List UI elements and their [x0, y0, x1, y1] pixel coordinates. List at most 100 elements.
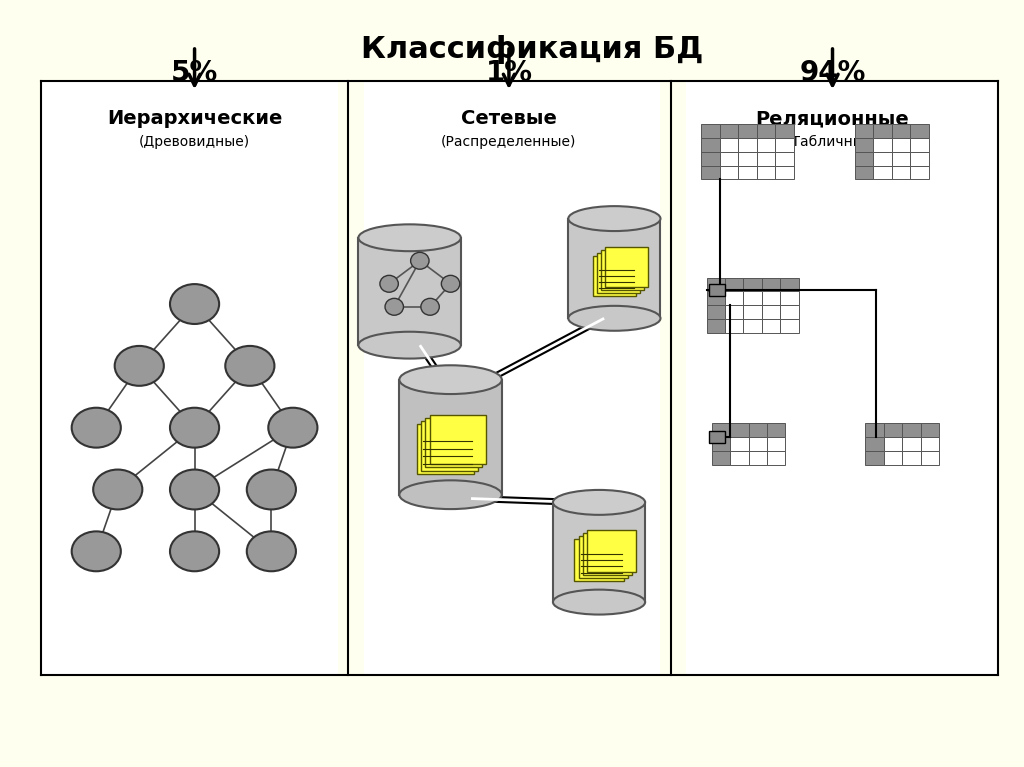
- Bar: [762, 305, 780, 319]
- Text: 94%: 94%: [800, 59, 865, 87]
- Bar: [701, 124, 720, 138]
- Bar: [743, 291, 762, 305]
- Bar: [712, 423, 730, 437]
- Ellipse shape: [441, 275, 460, 292]
- Bar: [767, 437, 785, 451]
- FancyBboxPatch shape: [597, 253, 640, 293]
- FancyBboxPatch shape: [583, 532, 632, 575]
- Ellipse shape: [115, 346, 164, 386]
- Bar: [725, 278, 743, 291]
- Ellipse shape: [93, 469, 142, 509]
- Bar: [701, 138, 720, 152]
- Bar: [707, 291, 725, 305]
- Bar: [921, 423, 939, 437]
- Bar: [855, 124, 873, 138]
- Bar: [865, 451, 884, 465]
- Text: Иерархические: Иерархические: [106, 110, 283, 128]
- FancyBboxPatch shape: [601, 250, 644, 290]
- Bar: [780, 278, 799, 291]
- Bar: [749, 451, 767, 465]
- Bar: [749, 437, 767, 451]
- Ellipse shape: [170, 469, 219, 509]
- Text: 1%: 1%: [485, 59, 532, 87]
- Bar: [775, 166, 794, 179]
- Bar: [884, 437, 902, 451]
- FancyBboxPatch shape: [553, 502, 645, 602]
- Bar: [902, 423, 921, 437]
- Ellipse shape: [170, 284, 219, 324]
- Bar: [712, 437, 730, 451]
- FancyBboxPatch shape: [593, 256, 636, 296]
- Ellipse shape: [385, 298, 403, 315]
- Bar: [757, 124, 775, 138]
- Bar: [910, 138, 929, 152]
- Text: (Распределенные): (Распределенные): [441, 135, 577, 149]
- Bar: [743, 319, 762, 333]
- Bar: [757, 152, 775, 166]
- FancyBboxPatch shape: [422, 421, 477, 471]
- Bar: [921, 451, 939, 465]
- Bar: [762, 278, 780, 291]
- FancyBboxPatch shape: [568, 219, 660, 318]
- Bar: [873, 166, 892, 179]
- Bar: [701, 152, 720, 166]
- Ellipse shape: [72, 408, 121, 448]
- FancyBboxPatch shape: [364, 81, 660, 675]
- Bar: [743, 278, 762, 291]
- FancyBboxPatch shape: [587, 529, 636, 572]
- Bar: [757, 138, 775, 152]
- Ellipse shape: [399, 480, 502, 509]
- Bar: [780, 319, 799, 333]
- Bar: [707, 305, 725, 319]
- Bar: [738, 138, 757, 152]
- Bar: [775, 152, 794, 166]
- Bar: [738, 124, 757, 138]
- Bar: [709, 431, 725, 443]
- Bar: [910, 124, 929, 138]
- Bar: [762, 319, 780, 333]
- Text: (Древовидные): (Древовидные): [139, 135, 250, 149]
- Bar: [873, 124, 892, 138]
- Ellipse shape: [358, 331, 461, 359]
- Ellipse shape: [568, 206, 660, 231]
- Ellipse shape: [170, 532, 219, 571]
- Text: Сетевые: Сетевые: [461, 110, 557, 128]
- Bar: [712, 451, 730, 465]
- Bar: [720, 124, 738, 138]
- Bar: [884, 451, 902, 465]
- Bar: [873, 138, 892, 152]
- Ellipse shape: [268, 408, 317, 448]
- Ellipse shape: [553, 490, 645, 515]
- Bar: [738, 166, 757, 179]
- Ellipse shape: [225, 346, 274, 386]
- FancyBboxPatch shape: [418, 423, 473, 474]
- Ellipse shape: [380, 275, 398, 292]
- FancyBboxPatch shape: [430, 414, 485, 465]
- Ellipse shape: [358, 225, 461, 252]
- Bar: [738, 152, 757, 166]
- Ellipse shape: [411, 252, 429, 269]
- FancyBboxPatch shape: [358, 238, 461, 345]
- Bar: [730, 451, 749, 465]
- Bar: [910, 166, 929, 179]
- Bar: [873, 152, 892, 166]
- Bar: [910, 152, 929, 166]
- FancyBboxPatch shape: [686, 81, 998, 675]
- Text: Реляционные: Реляционные: [756, 110, 909, 128]
- FancyBboxPatch shape: [574, 538, 624, 581]
- Bar: [707, 319, 725, 333]
- Bar: [892, 166, 910, 179]
- Ellipse shape: [170, 408, 219, 448]
- FancyBboxPatch shape: [579, 535, 628, 578]
- FancyBboxPatch shape: [605, 247, 648, 287]
- Bar: [775, 124, 794, 138]
- Bar: [767, 423, 785, 437]
- Bar: [892, 152, 910, 166]
- Bar: [892, 138, 910, 152]
- Text: (Табличные): (Табличные): [786, 135, 879, 149]
- Bar: [749, 423, 767, 437]
- Ellipse shape: [568, 306, 660, 331]
- Bar: [902, 451, 921, 465]
- Bar: [720, 152, 738, 166]
- Bar: [865, 437, 884, 451]
